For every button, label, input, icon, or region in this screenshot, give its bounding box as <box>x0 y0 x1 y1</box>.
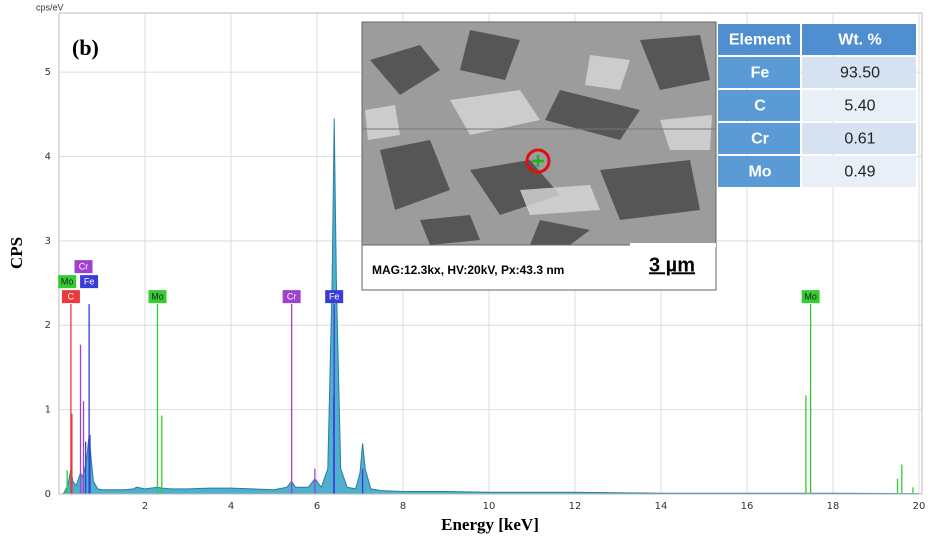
element-label-box <box>58 275 77 289</box>
y-tick-label: 1 <box>45 405 51 416</box>
element-label-box <box>148 290 167 304</box>
plot <box>62 118 920 495</box>
y-tick-label: 3 <box>45 236 51 247</box>
x-axis-label: Energy [keV] <box>441 515 539 534</box>
y-tick-label: 4 <box>45 151 51 162</box>
scale-bar-label: 3 µm <box>649 254 695 276</box>
table-cell <box>718 123 800 154</box>
table-value: 5.40 <box>844 98 875 115</box>
table-cell <box>718 90 800 121</box>
y-tick-label: 0 <box>45 489 51 500</box>
table-cell <box>802 156 916 187</box>
element-label: Mo <box>61 277 74 287</box>
element-label: Mo <box>151 292 164 302</box>
element-label: Fe <box>84 277 95 287</box>
element-label: Fe <box>329 292 340 302</box>
element-label-box <box>80 275 99 289</box>
table-header-cell <box>802 24 916 55</box>
x-tick-label: 2 <box>142 501 148 512</box>
table-value: 0.61 <box>844 131 875 148</box>
element-label-box <box>801 290 820 304</box>
spectrum-line <box>62 118 920 495</box>
table-header-cell <box>718 24 800 55</box>
x-tick-label: 4 <box>228 501 234 512</box>
element-label-box <box>282 290 301 304</box>
element-label: Mo <box>804 292 817 302</box>
sem-inset: MAG:12.3kx, HV:20kV, Px:43.3 nm 3 µm <box>361 21 717 291</box>
table-cell <box>802 90 916 121</box>
table-header: Wt. % <box>838 32 882 49</box>
y-tick-label: 5 <box>45 67 51 78</box>
x-tick-label: 12 <box>569 501 582 512</box>
x-tick-label: 14 <box>655 501 668 512</box>
inset-caption: MAG:12.3kx, HV:20kV, Px:43.3 nm <box>372 263 564 277</box>
x-tick-label: 18 <box>827 501 840 512</box>
table-element: Mo <box>748 164 771 181</box>
x-tick-label: 16 <box>741 501 754 512</box>
table-cell <box>802 123 916 154</box>
table-header: Element <box>729 32 792 49</box>
element-label: C <box>68 292 75 302</box>
table-cell <box>718 156 800 187</box>
element-label-box <box>74 260 93 274</box>
table-cell <box>802 57 916 88</box>
chart-title: (b) <box>72 35 99 60</box>
table-value: 93.50 <box>840 65 880 82</box>
element-label: Cr <box>79 262 89 272</box>
plot-frame <box>58 12 923 495</box>
x-tick-label: 8 <box>400 501 406 512</box>
x-tick-label: 20 <box>913 501 926 512</box>
y-tick-label: 2 <box>45 320 51 331</box>
element-label-box <box>325 290 344 304</box>
composition-table: Element Wt. % Fe 93.50 C 5.40 Cr 0.61 Mo 0.49 <box>718 24 916 187</box>
table-element: Fe <box>751 65 770 82</box>
table-element: C <box>754 98 766 115</box>
table-value: 0.49 <box>844 164 875 181</box>
x-tick-label: 6 <box>314 501 320 512</box>
x-tick-label: 10 <box>483 501 496 512</box>
element-label-box <box>61 290 80 304</box>
table-element: Cr <box>751 131 769 148</box>
element-label: Cr <box>287 292 297 302</box>
y-unit: cps/eV <box>36 2 64 12</box>
table-cell <box>718 57 800 88</box>
y-axis-label: CPS <box>7 237 26 269</box>
